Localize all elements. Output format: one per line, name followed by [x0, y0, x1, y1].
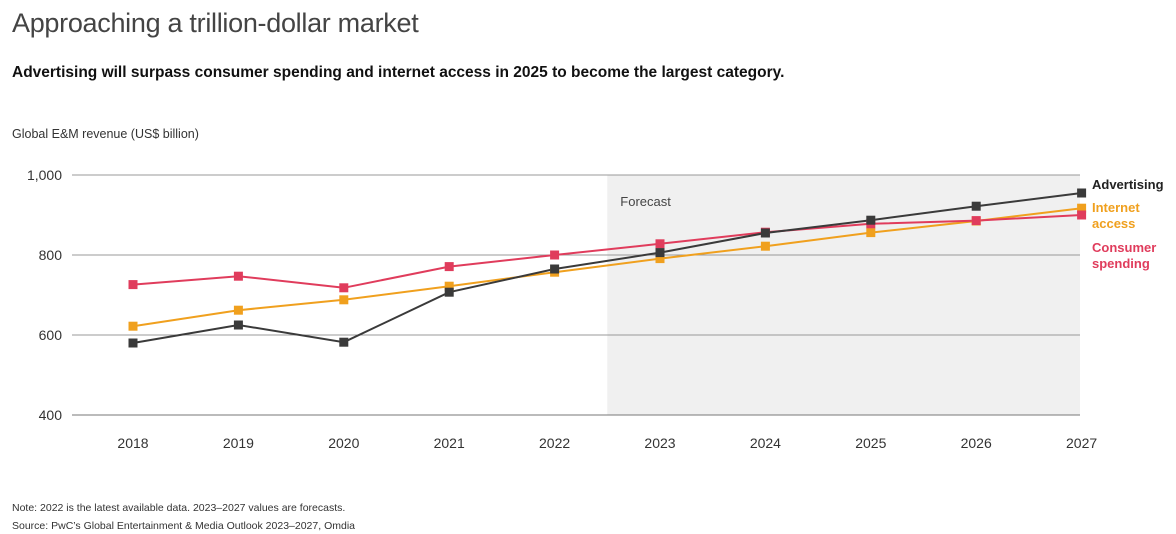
data-point — [444, 287, 454, 297]
y-tick-label: 1,000 — [27, 167, 62, 183]
chart-subtitle: Advertising will surpass consumer spendi… — [12, 64, 785, 81]
data-point — [550, 250, 560, 260]
data-point — [128, 280, 138, 290]
x-tick-label: 2018 — [117, 435, 148, 451]
data-point — [128, 321, 138, 331]
x-tick-label: 2020 — [328, 435, 359, 451]
data-point — [128, 338, 138, 348]
data-point — [971, 201, 981, 211]
data-point — [233, 271, 243, 281]
source-note: Source: PwC’s Global Entertainment & Med… — [12, 520, 355, 532]
data-point — [444, 262, 454, 272]
data-point — [233, 305, 243, 315]
series-line — [132, 207, 1082, 328]
data-point — [339, 337, 349, 347]
series-line — [132, 192, 1082, 344]
forecast-region — [607, 175, 1080, 415]
series-label: Internet access — [1092, 200, 1140, 231]
data-point — [760, 228, 770, 238]
data-point — [1077, 188, 1087, 198]
x-tick-label: 2019 — [223, 435, 254, 451]
y-tick-label: 800 — [39, 247, 63, 263]
x-tick-label: 2021 — [434, 435, 465, 451]
data-point — [655, 239, 665, 249]
data-point — [866, 215, 876, 225]
x-tick-label: 2027 — [1066, 435, 1097, 451]
x-tick-label: 2026 — [961, 435, 992, 451]
data-point — [655, 248, 665, 258]
data-point — [1077, 203, 1087, 213]
y-tick-label: 400 — [39, 407, 63, 423]
chart-title: Approaching a trillion-dollar market — [12, 8, 419, 38]
x-tick-label: 2022 — [539, 435, 570, 451]
data-point — [444, 281, 454, 291]
series-label: Consumer spending — [1092, 240, 1156, 271]
series-label: Advertising — [1092, 177, 1164, 192]
data-point — [760, 241, 770, 251]
data-point — [866, 228, 876, 238]
data-point — [655, 254, 665, 264]
y-tick-label: 600 — [39, 327, 63, 343]
data-point — [233, 320, 243, 330]
x-tick-label: 2023 — [644, 435, 675, 451]
data-point — [339, 295, 349, 305]
footnote: Note: 2022 is the latest available data.… — [12, 502, 346, 514]
data-point — [1077, 210, 1087, 220]
x-tick-label: 2025 — [855, 435, 886, 451]
series-line — [132, 214, 1082, 289]
y-axis-unit-label: Global E&M revenue (US$ billion) — [12, 127, 199, 141]
data-point — [971, 216, 981, 226]
forecast-label: Forecast — [620, 194, 671, 209]
x-tick-label: 2024 — [750, 435, 781, 451]
data-point — [339, 283, 349, 293]
data-point — [550, 264, 560, 274]
